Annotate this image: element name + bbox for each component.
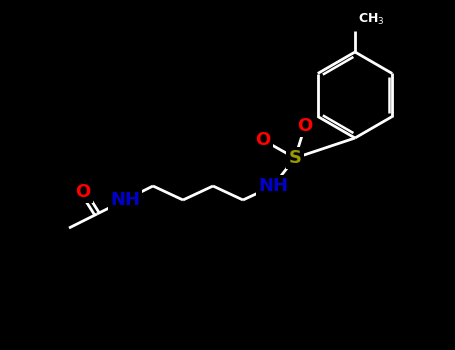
Text: S: S: [288, 149, 302, 167]
Text: NH: NH: [258, 177, 288, 195]
Text: O: O: [255, 131, 271, 149]
Text: O: O: [298, 117, 313, 135]
Text: O: O: [76, 183, 91, 201]
Text: CH$_3$: CH$_3$: [358, 12, 384, 28]
Text: NH: NH: [110, 191, 140, 209]
